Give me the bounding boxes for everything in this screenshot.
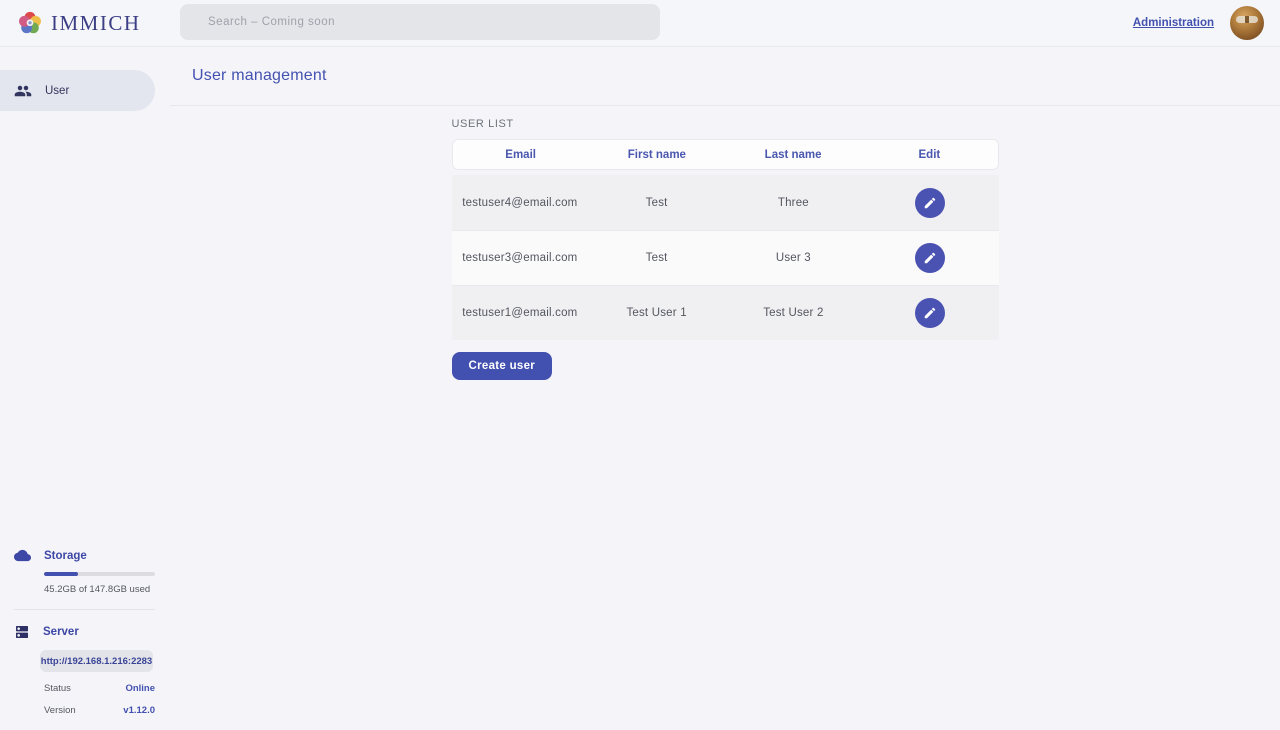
immich-flower-icon (17, 10, 43, 36)
server-icon (14, 624, 30, 640)
admin-sidebar: User Storage 45.2GB of 147.8GB used (0, 47, 170, 730)
edit-user-button[interactable] (915, 243, 946, 273)
storage-section: Storage 45.2GB of 147.8GB used (0, 547, 170, 595)
server-version-label: Version (44, 705, 76, 716)
users-icon (14, 82, 32, 100)
server-status-value: Online (125, 683, 155, 694)
sidebar-divider (14, 609, 155, 610)
cell-last-name: User 3 (775, 252, 811, 264)
storage-progress-fill (44, 572, 78, 576)
cell-first-name: Test (645, 252, 668, 264)
main-panel: User management USER LIST Email First na… (170, 47, 1280, 730)
user-table-header: Email First name Last name Edit (451, 139, 999, 170)
user-list-content: USER LIST Email First name Last name Edi… (451, 106, 999, 380)
server-section: Server http://192.168.1.216:2283 Status … (0, 624, 170, 716)
server-version-row: Version v1.12.0 (44, 705, 155, 716)
cell-email: testuser1@email.com (462, 307, 578, 319)
column-header-edit: Edit (918, 148, 941, 161)
page-title-bar: User management (170, 47, 1280, 106)
server-title: Server (43, 626, 79, 638)
user-list-label: USER LIST (451, 118, 514, 130)
cell-email: testuser3@email.com (462, 252, 578, 264)
column-header-last-name: Last name (764, 148, 822, 161)
sidebar-item-user-label: User (45, 84, 70, 97)
cell-email: testuser4@email.com (462, 196, 578, 209)
storage-usage-caption: 45.2GB of 147.8GB used (44, 584, 151, 595)
server-status-label: Status (44, 683, 71, 694)
pencil-icon (923, 306, 937, 320)
table-row: testuser1@email.com Test User 1 Test Use… (451, 285, 999, 340)
pencil-icon (923, 196, 937, 210)
user-table-body: testuser4@email.com Test Three (451, 175, 999, 340)
storage-progress-bar (44, 572, 155, 576)
cell-first-name: Test User 1 (626, 307, 687, 319)
storage-title: Storage (44, 549, 87, 562)
app-wordmark: IMMICH (51, 10, 141, 35)
edit-user-button[interactable] (915, 187, 946, 218)
edit-user-button[interactable] (915, 298, 946, 328)
table-row: testuser4@email.com Test Three (451, 175, 999, 230)
cell-last-name: Three (777, 196, 809, 209)
column-header-email: Email (505, 148, 536, 161)
server-version-value: v1.12.0 (123, 705, 155, 716)
server-status-row: Status Online (44, 683, 155, 694)
app-header: IMMICH Administration (0, 0, 1280, 47)
cell-last-name: Test User 2 (763, 307, 824, 319)
search-input[interactable] (180, 4, 660, 40)
cell-first-name: Test (645, 196, 668, 209)
server-url-badge: http://192.168.1.216:2283 (40, 650, 153, 672)
header-right-group: Administration (1133, 6, 1280, 40)
user-avatar[interactable] (1230, 6, 1264, 40)
app-logo[interactable]: IMMICH (0, 10, 163, 36)
administration-link[interactable]: Administration (1132, 17, 1214, 29)
sidebar-item-user[interactable]: User (0, 70, 155, 111)
page-title: User management (192, 67, 327, 84)
column-header-first-name: First name (627, 148, 686, 161)
pencil-icon (923, 251, 937, 265)
create-user-button[interactable]: Create user (451, 352, 553, 380)
table-row: testuser3@email.com Test User 3 (451, 230, 999, 285)
cloud-icon (14, 547, 31, 564)
